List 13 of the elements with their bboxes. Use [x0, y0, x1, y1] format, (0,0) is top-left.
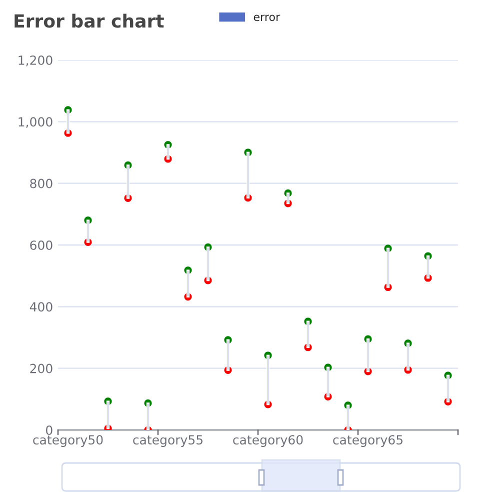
legend-label: error [254, 14, 280, 22]
y-tick-label: 1,200 [18, 55, 52, 66]
x-tick-label: category55 [133, 435, 202, 447]
y-tick-label: 600 [30, 240, 52, 250]
y-tick-label: 200 [30, 364, 52, 374]
x-tick-label: category65 [333, 435, 402, 447]
y-tick-label: 800 [30, 178, 52, 188]
y-tick-label: 1,000 [18, 117, 52, 128]
x-tick-label: category60 [233, 435, 303, 447]
x-tick-label: category50 [33, 435, 103, 447]
y-tick-label: 0 [46, 425, 52, 435]
chart-title: Error bar chart [14, 14, 164, 28]
y-tick-label: 400 [30, 302, 52, 312]
